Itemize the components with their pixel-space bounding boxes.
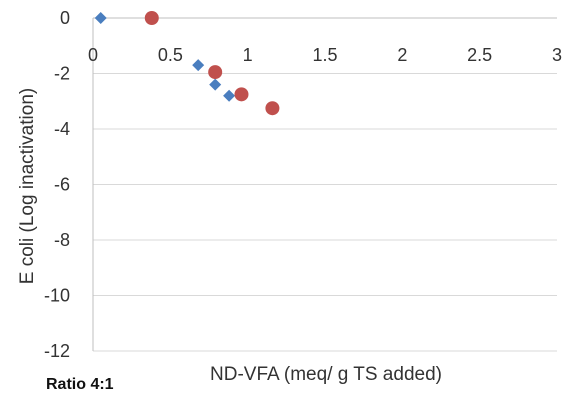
diamond-data-point (209, 78, 222, 91)
y-tick-label: 0 (60, 8, 70, 28)
y-tick-label: -2 (54, 64, 70, 84)
x-tick-labels: 0 0.5 1 1.5 2 2.5 3 (88, 45, 562, 65)
circle-data-point (265, 101, 280, 116)
circle-data-point (208, 65, 223, 80)
ratio-caption: Ratio 4:1 (46, 376, 114, 393)
y-axis-title: E coli (Log inactivation) (17, 88, 38, 284)
x-axis-title: ND-VFA (meq/ g TS added) (210, 364, 442, 385)
x-tick-label: 2 (397, 45, 407, 65)
diamond-data-point (192, 59, 205, 72)
diamond-data-point (94, 12, 107, 24)
x-tick-label: 1 (243, 45, 253, 65)
gridlines (93, 73, 557, 352)
x-tick-label: 3 (552, 45, 562, 65)
circle-data-point (144, 11, 159, 25)
x-tick-label: 0 (88, 45, 98, 65)
y-tick-label: -6 (54, 175, 70, 195)
x-tick-label: 2.5 (467, 45, 492, 65)
y-tick-label: -8 (54, 230, 70, 250)
y-tick-label: -10 (44, 286, 70, 306)
x-tick-label: 1.5 (312, 45, 337, 65)
y-tick-labels: 0 -2 -4 -6 -8 -10 -12 (44, 8, 70, 361)
data-points (94, 11, 280, 116)
circle-data-point (234, 87, 249, 102)
y-tick-label: -12 (44, 341, 70, 361)
diamond-data-point (223, 89, 236, 102)
x-tick-label: 0.5 (158, 45, 183, 65)
y-tick-label: -4 (54, 119, 70, 139)
